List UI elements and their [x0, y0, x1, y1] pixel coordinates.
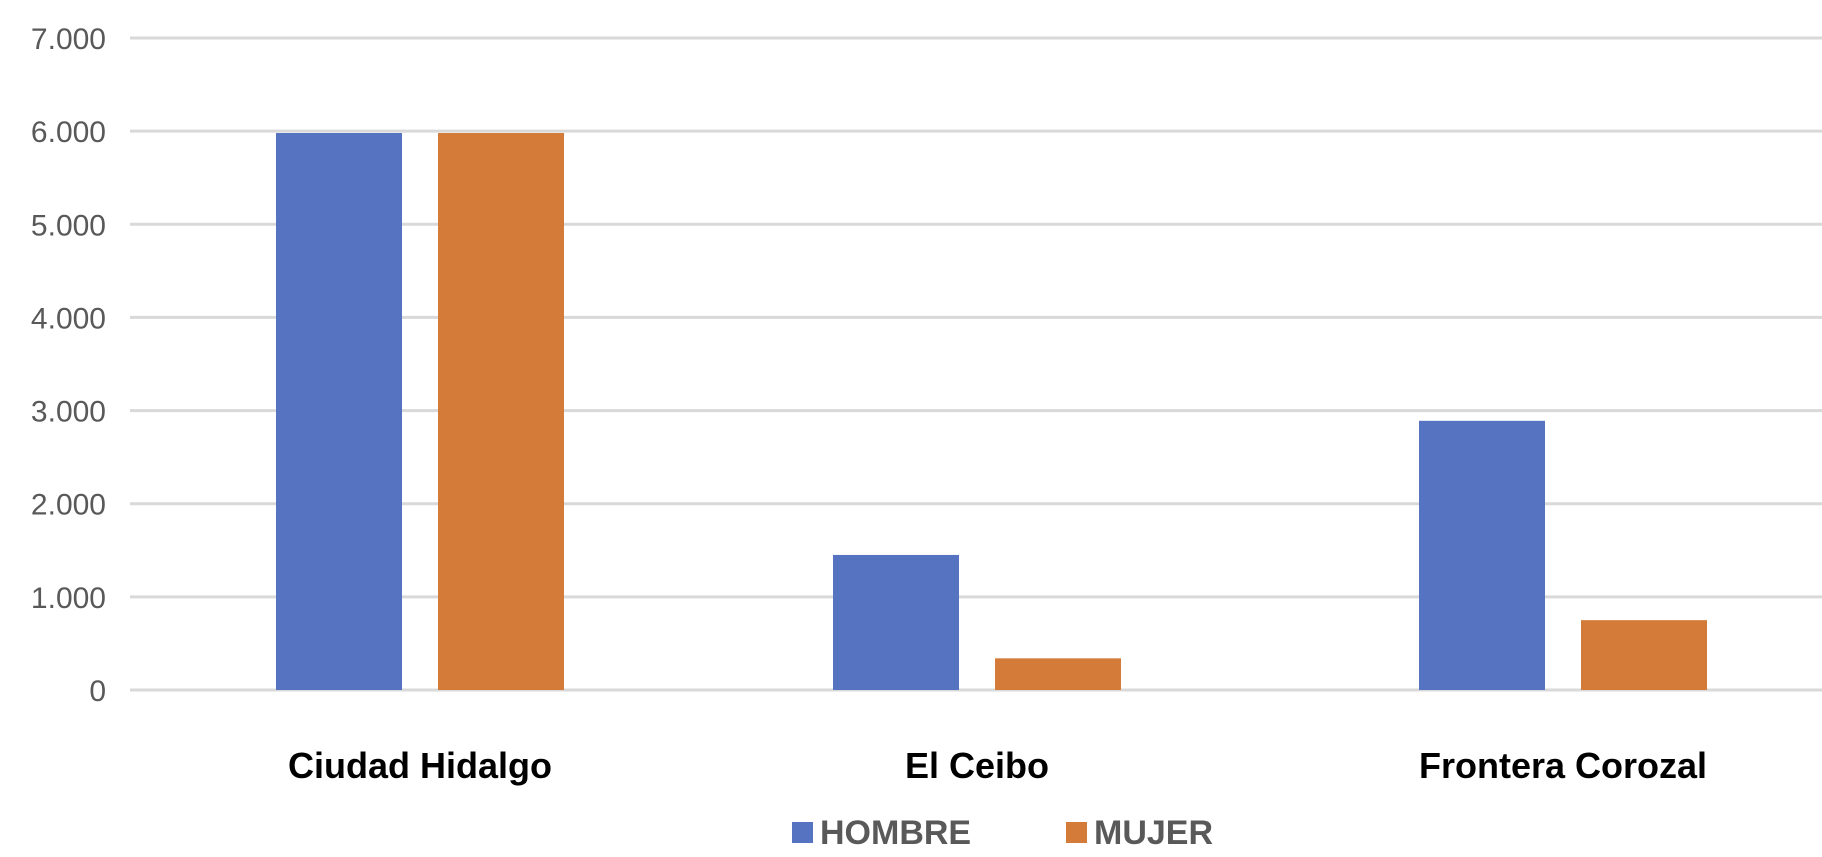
legend-swatch-hombre [792, 822, 813, 843]
legend: HOMBRE MUJER [792, 814, 1213, 852]
bar-mujer-frontera-corozal [1581, 620, 1707, 690]
bar-hombre-el-ceibo [833, 554, 959, 690]
bar-hombre-ciudad-hidalgo [276, 133, 402, 690]
y-tick-label: 3.000 [31, 396, 106, 429]
y-tick-label: 6.000 [31, 116, 106, 149]
bars [276, 133, 1707, 690]
x-category-label: Frontera Corozal [1419, 745, 1707, 786]
y-tick-label: 4.000 [31, 302, 106, 335]
legend-label-mujer: MUJER [1094, 814, 1213, 852]
x-category-label: Ciudad Hidalgo [288, 745, 552, 786]
y-tick-label: 5.000 [31, 209, 106, 242]
x-category-label: El Ceibo [905, 745, 1049, 786]
y-axis-ticks: 0 1.000 2.000 3.000 4.000 5.000 6.000 7.000 [31, 23, 106, 708]
y-tick-label: 0 [89, 675, 106, 708]
gridlines [130, 36, 1822, 692]
x-axis-categories: Ciudad Hidalgo El Ceibo Frontera Corozal [288, 745, 1707, 786]
bar-mujer-el-ceibo [995, 658, 1121, 690]
y-tick-label: 2.000 [31, 489, 106, 522]
legend-label-hombre: HOMBRE [820, 814, 971, 852]
legend-swatch-mujer [1066, 822, 1087, 843]
bar-mujer-ciudad-hidalgo [438, 133, 564, 690]
bar-hombre-frontera-corozal [1419, 420, 1545, 690]
y-tick-label: 1.000 [31, 582, 106, 615]
y-tick-label: 7.000 [31, 23, 106, 56]
